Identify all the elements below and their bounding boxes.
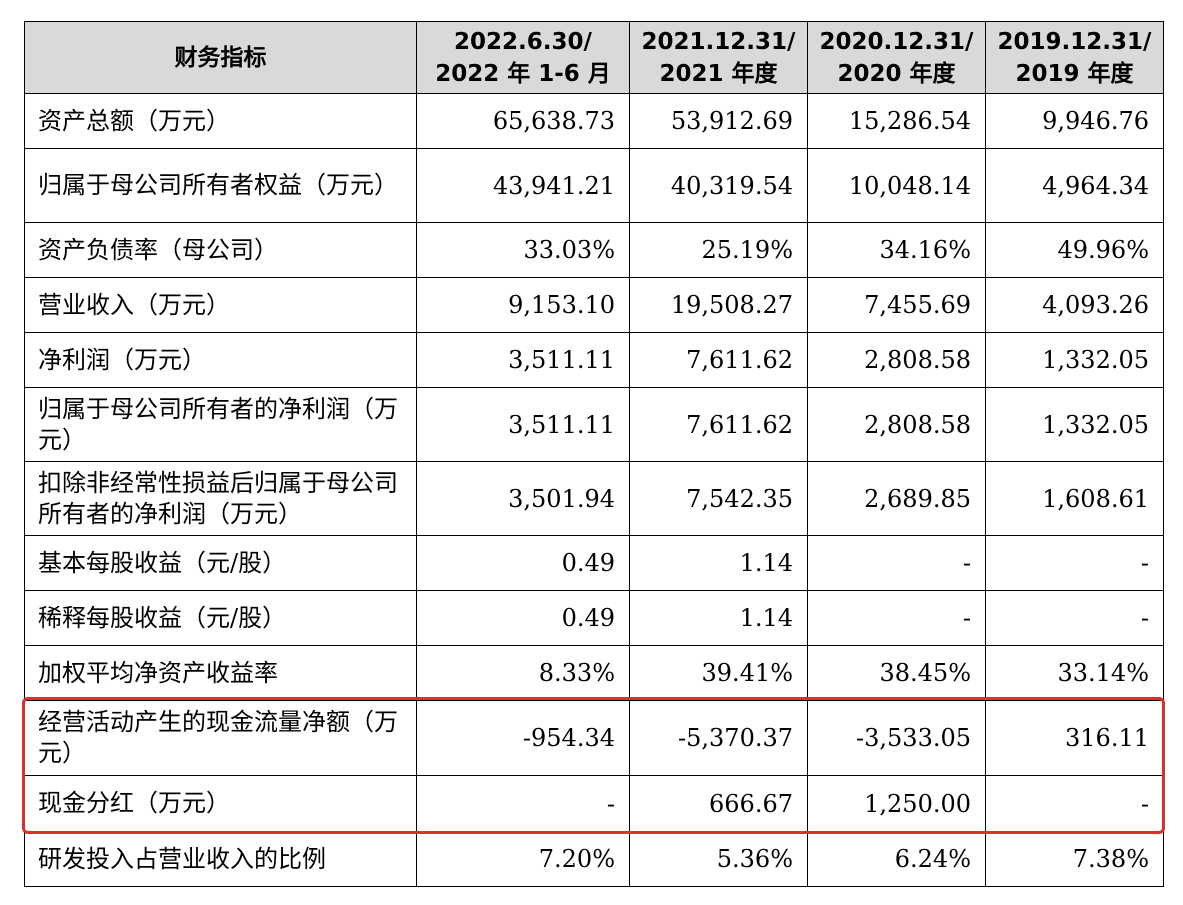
cell-value: -: [985, 535, 1164, 591]
cell-value: 38.45%: [807, 645, 986, 701]
cell-value: 40,319.54: [629, 148, 808, 223]
cell-value: 2,689.85: [807, 461, 986, 536]
table-row: 基本每股收益（元/股） 0.49 1.14 - -: [24, 535, 1164, 591]
table-row: 研发投入占营业收入的比例 7.20% 5.36% 6.24% 7.38%: [24, 831, 1164, 887]
header-2021: 2021.12.31/ 2021 年度: [629, 21, 808, 94]
cell-value: 0.49: [416, 535, 630, 591]
cell-value: 7,542.35: [629, 461, 808, 536]
table-row: 归属于母公司所有者权益（万元） 43,941.21 40,319.54 10,0…: [24, 148, 1164, 223]
row-label: 资产负债率（母公司）: [24, 222, 417, 278]
cell-value: 7,611.62: [629, 387, 808, 462]
cell-value: 7.20%: [416, 831, 630, 887]
row-label: 营业收入（万元）: [24, 277, 417, 333]
cell-value: 1.14: [629, 535, 808, 591]
table-row: 稀释每股收益（元/股） 0.49 1.14 - -: [24, 590, 1164, 646]
financial-indicators-table: 财务指标 2022.6.30/ 2022 年 1-6 月 2021.12.31/…: [24, 21, 1164, 887]
row-label: 归属于母公司所有者的净利润（万元）: [24, 387, 417, 462]
row-label: 资产总额（万元）: [24, 93, 417, 149]
cell-value: 39.41%: [629, 645, 808, 701]
cell-value: 65,638.73: [416, 93, 630, 149]
header-2019: 2019.12.31/ 2019 年度: [985, 21, 1164, 94]
row-label: 基本每股收益（元/股）: [24, 535, 417, 591]
cell-value: 53,912.69: [629, 93, 808, 149]
cell-value: 9,153.10: [416, 277, 630, 333]
cell-value: 1,332.05: [985, 332, 1164, 388]
cell-value: -5,370.37: [629, 700, 808, 776]
table-row: 净利润（万元） 3,511.11 7,611.62 2,808.58 1,332…: [24, 332, 1164, 388]
header-2022h1: 2022.6.30/ 2022 年 1-6 月: [416, 21, 630, 94]
cell-value: 8.33%: [416, 645, 630, 701]
header-2020: 2020.12.31/ 2020 年度: [807, 21, 986, 94]
cell-value: 2,808.58: [807, 387, 986, 462]
table-row: 加权平均净资产收益率 8.33% 39.41% 38.45% 33.14%: [24, 645, 1164, 701]
cell-value: 6.24%: [807, 831, 986, 887]
table-row: 归属于母公司所有者的净利润（万元） 3,511.11 7,611.62 2,80…: [24, 387, 1164, 462]
cell-value: 7.38%: [985, 831, 1164, 887]
cell-value: 666.67: [629, 775, 808, 832]
table-row: 资产总额（万元） 65,638.73 53,912.69 15,286.54 9…: [24, 93, 1164, 149]
row-label: 加权平均净资产收益率: [24, 645, 417, 701]
table-header-row: 财务指标 2022.6.30/ 2022 年 1-6 月 2021.12.31/…: [24, 21, 1164, 94]
row-label: 净利润（万元）: [24, 332, 417, 388]
cell-value: 0.49: [416, 590, 630, 646]
cell-value: -: [807, 590, 986, 646]
cell-value: -: [985, 775, 1164, 832]
cell-value: 43,941.21: [416, 148, 630, 223]
table-row: 营业收入（万元） 9,153.10 19,508.27 7,455.69 4,0…: [24, 277, 1164, 333]
cell-value: 7,611.62: [629, 332, 808, 388]
cell-value: -: [985, 590, 1164, 646]
cell-value: 316.11: [985, 700, 1164, 776]
cell-value: 9,946.76: [985, 93, 1164, 149]
cell-value: 7,455.69: [807, 277, 986, 333]
row-label: 经营活动产生的现金流量净额（万元）: [24, 700, 417, 776]
cell-value: 33.14%: [985, 645, 1164, 701]
cell-value: 1,332.05: [985, 387, 1164, 462]
cell-value: 1.14: [629, 590, 808, 646]
cell-value: 3,501.94: [416, 461, 630, 536]
cell-value: -: [416, 775, 630, 832]
cell-value: 4,964.34: [985, 148, 1164, 223]
financial-table-container: 财务指标 2022.6.30/ 2022 年 1-6 月 2021.12.31/…: [24, 21, 1164, 887]
cell-value: 3,511.11: [416, 332, 630, 388]
cell-value: 49.96%: [985, 222, 1164, 278]
row-label: 归属于母公司所有者权益（万元）: [24, 148, 417, 223]
cell-value: 15,286.54: [807, 93, 986, 149]
table-row: 资产负债率（母公司） 33.03% 25.19% 34.16% 49.96%: [24, 222, 1164, 278]
cell-value: 1,608.61: [985, 461, 1164, 536]
cell-value: 25.19%: [629, 222, 808, 278]
cell-value: -954.34: [416, 700, 630, 776]
cell-value: 34.16%: [807, 222, 986, 278]
cell-value: 19,508.27: [629, 277, 808, 333]
table-row: 扣除非经常性损益后归属于母公司所有者的净利润（万元） 3,501.94 7,54…: [24, 461, 1164, 536]
row-label: 研发投入占营业收入的比例: [24, 831, 417, 887]
cell-value: 33.03%: [416, 222, 630, 278]
table-row-highlighted: 现金分红（万元） - 666.67 1,250.00 -: [24, 775, 1164, 832]
cell-value: -3,533.05: [807, 700, 986, 776]
cell-value: 3,511.11: [416, 387, 630, 462]
table-row-highlighted: 经营活动产生的现金流量净额（万元） -954.34 -5,370.37 -3,5…: [24, 700, 1164, 776]
header-indicator: 财务指标: [24, 21, 417, 94]
cell-value: 10,048.14: [807, 148, 986, 223]
cell-value: 2,808.58: [807, 332, 986, 388]
row-label: 现金分红（万元）: [24, 775, 417, 832]
cell-value: 1,250.00: [807, 775, 986, 832]
row-label: 稀释每股收益（元/股）: [24, 590, 417, 646]
row-label: 扣除非经常性损益后归属于母公司所有者的净利润（万元）: [24, 461, 417, 536]
cell-value: 4,093.26: [985, 277, 1164, 333]
cell-value: 5.36%: [629, 831, 808, 887]
cell-value: -: [807, 535, 986, 591]
